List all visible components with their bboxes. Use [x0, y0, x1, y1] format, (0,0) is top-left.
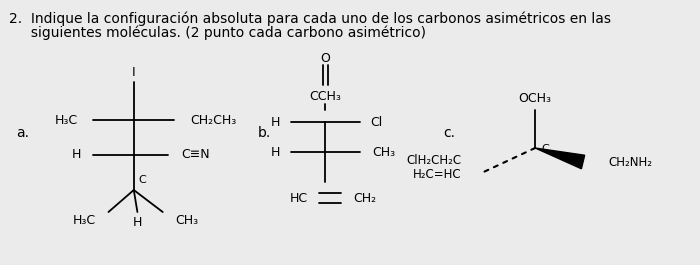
Text: HC: HC: [290, 192, 308, 205]
Text: OCH₃: OCH₃: [519, 91, 552, 104]
Text: H: H: [72, 148, 81, 161]
Text: CH₃: CH₃: [176, 214, 199, 227]
Text: C: C: [542, 144, 550, 154]
Text: H₃C: H₃C: [55, 113, 78, 126]
Text: H: H: [133, 215, 142, 228]
Polygon shape: [535, 148, 584, 169]
Text: siguientes moléculas. (2 punto cada carbono asimétrico): siguientes moléculas. (2 punto cada carb…: [9, 26, 426, 41]
Text: b.: b.: [258, 126, 271, 140]
Text: H₃C: H₃C: [73, 214, 96, 227]
Text: CCH₃: CCH₃: [309, 90, 342, 103]
Text: CH₃: CH₃: [372, 145, 396, 158]
Text: ClH₂CH₂C: ClH₂CH₂C: [406, 153, 461, 166]
Text: CH₂CH₃: CH₂CH₃: [190, 113, 236, 126]
Text: CH₂: CH₂: [354, 192, 377, 205]
Text: H: H: [271, 145, 280, 158]
Text: Cl: Cl: [370, 116, 383, 129]
Text: C: C: [139, 175, 146, 185]
Text: H: H: [271, 116, 280, 129]
Text: a.: a.: [16, 126, 29, 140]
Text: c.: c.: [443, 126, 455, 140]
Text: 2.  Indique la configuración absoluta para cada uno de los carbonos asimétricos : 2. Indique la configuración absoluta par…: [9, 12, 611, 26]
Text: CH₂NH₂: CH₂NH₂: [608, 156, 652, 169]
Text: O: O: [321, 51, 330, 64]
Text: I: I: [132, 65, 136, 78]
Text: H₂C=HC: H₂C=HC: [412, 167, 461, 180]
Text: C≡N: C≡N: [182, 148, 210, 161]
